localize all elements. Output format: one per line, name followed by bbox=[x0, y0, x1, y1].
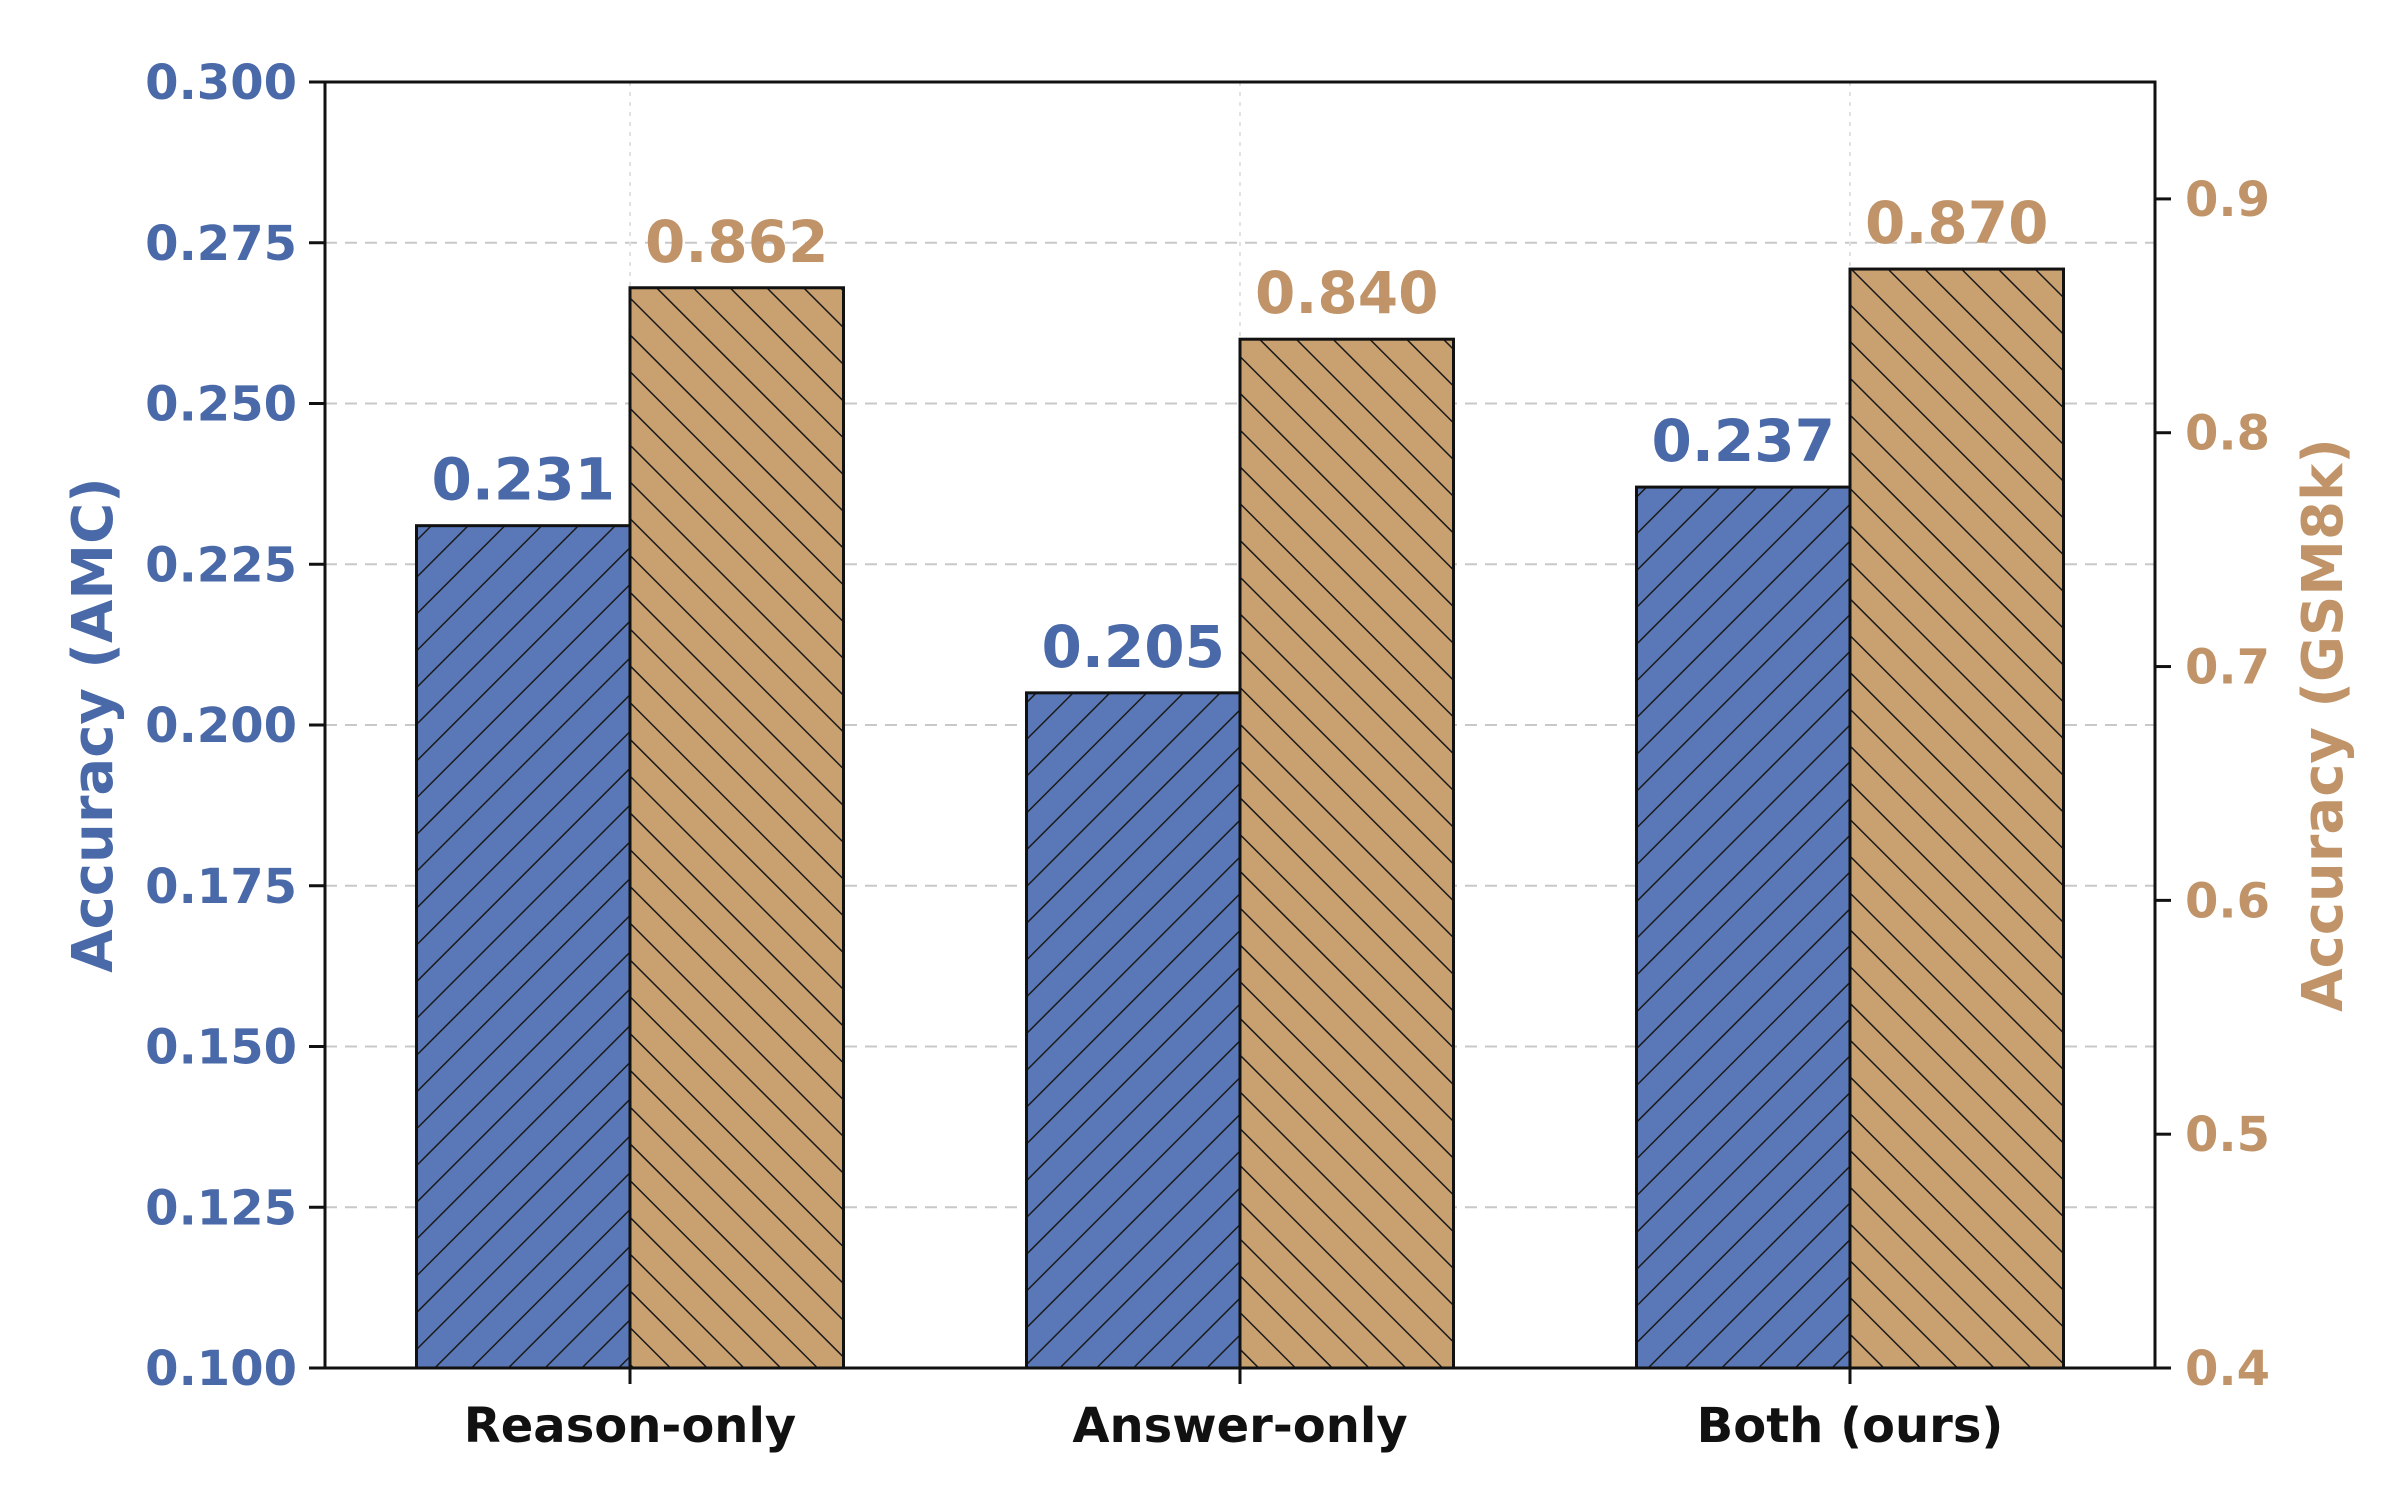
bar-hatch bbox=[1025, 691, 1242, 1370]
bar-value-label: 0.862 bbox=[645, 208, 828, 276]
bar-hatch bbox=[415, 524, 632, 1370]
left-tick-label: 0.225 bbox=[145, 537, 297, 593]
bar-right-reason-only bbox=[628, 286, 845, 1370]
x-tick-label: Answer-only bbox=[1072, 1398, 1407, 1454]
bar-value-labels: 0.231 0.862 0.205 0.840 0.237 0.870 bbox=[432, 189, 2049, 681]
right-tick-label: 0.4 bbox=[2185, 1341, 2270, 1397]
right-tick-label: 0.9 bbox=[2185, 172, 2270, 228]
left-tick-label: 0.300 bbox=[145, 55, 297, 111]
bar-value-label: 0.231 bbox=[432, 446, 615, 514]
bar-hatch bbox=[1635, 485, 1852, 1370]
right-tick-label: 0.8 bbox=[2185, 406, 2270, 462]
right-tick-label: 0.5 bbox=[2185, 1107, 2270, 1163]
left-tick-label: 0.250 bbox=[145, 377, 297, 433]
left-tick-label: 0.150 bbox=[145, 1020, 297, 1076]
x-tick-label: Reason-only bbox=[464, 1398, 796, 1454]
left-tick-label: 0.175 bbox=[145, 859, 297, 915]
y-axis-label-left: Accuracy (AMC) bbox=[61, 477, 126, 973]
right-tick-label: 0.6 bbox=[2185, 873, 2270, 929]
right-tick-label: 0.7 bbox=[2185, 640, 2270, 696]
x-tick-label: Both (ours) bbox=[1697, 1398, 2004, 1454]
bar-left-answer-only bbox=[1025, 691, 1242, 1370]
bar-hatch bbox=[1848, 267, 2065, 1370]
bar-value-label: 0.870 bbox=[1865, 189, 2048, 257]
bar-right-answer-only bbox=[1238, 337, 1455, 1370]
left-tick-label: 0.275 bbox=[145, 216, 297, 272]
bar-value-label: 0.840 bbox=[1255, 259, 1438, 327]
left-tick-label: 0.125 bbox=[145, 1180, 297, 1236]
y-axis-label-right: Accuracy (GSM8k) bbox=[2291, 438, 2356, 1012]
left-tick-label: 0.200 bbox=[145, 698, 297, 754]
bar-right-both-ours bbox=[1848, 267, 2065, 1370]
bar-hatch bbox=[1238, 337, 1455, 1370]
bar-left-reason-only bbox=[415, 524, 632, 1370]
right-axis-ticks: 0.4 0.5 0.6 0.7 0.8 0.9 bbox=[2155, 172, 2270, 1397]
bar-left-both-ours bbox=[1635, 485, 1852, 1370]
left-tick-label: 0.100 bbox=[145, 1341, 297, 1397]
bar-value-label: 0.205 bbox=[1042, 613, 1225, 681]
left-axis-ticks: 0.100 0.125 0.150 0.175 0.200 0.225 0.250 0.275… bbox=[145, 55, 325, 1397]
bar-value-label: 0.237 bbox=[1652, 407, 1835, 475]
bar-hatch bbox=[628, 286, 845, 1370]
x-axis-ticks: Reason-only Answer-only Both (ours) bbox=[464, 1368, 2004, 1454]
bars bbox=[415, 267, 2065, 1370]
